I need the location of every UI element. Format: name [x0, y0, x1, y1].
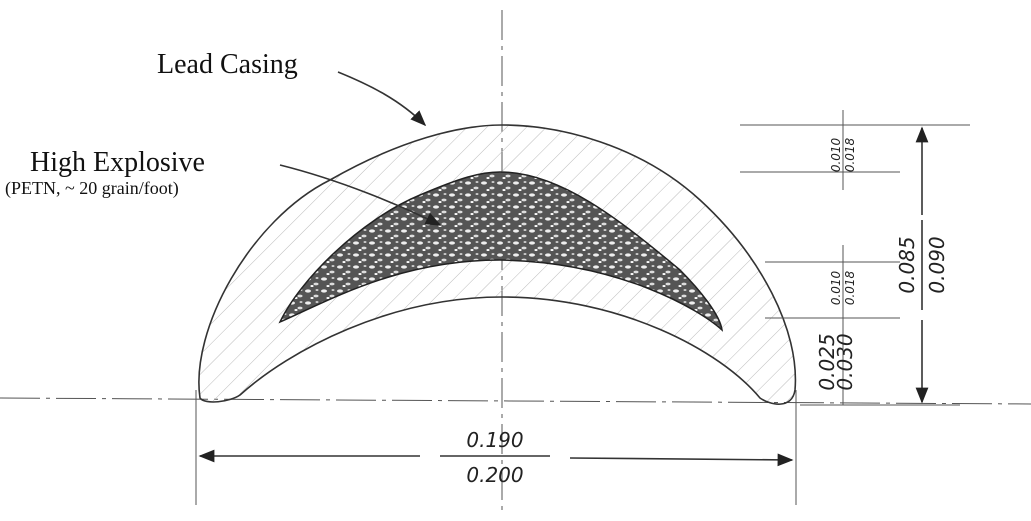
label: (PETN, ~ 20 grain/foot) — [5, 178, 179, 199]
dimension-line — [570, 458, 792, 460]
dimension-label: 0.010 — [829, 270, 843, 305]
leader-arrow — [338, 72, 425, 125]
dimension-label: 0.018 — [843, 137, 857, 172]
diagram: Lead Casing High Explosive (PETN, ~ 20 g… — [0, 0, 1031, 521]
label: High Explosive — [30, 147, 205, 178]
dimension-label: 0.085 — [895, 236, 919, 293]
dimension-label: 0.190 — [466, 428, 523, 452]
base-line — [0, 398, 1031, 404]
dimension-label: 0.010 — [829, 137, 843, 172]
dimension-label: 0.090 — [925, 236, 949, 293]
dimension-label: 0.030 — [833, 333, 857, 390]
dimension-label: 0.200 — [466, 463, 523, 487]
dimension-label: 0.018 — [843, 270, 857, 305]
label: Lead Casing — [157, 49, 298, 80]
